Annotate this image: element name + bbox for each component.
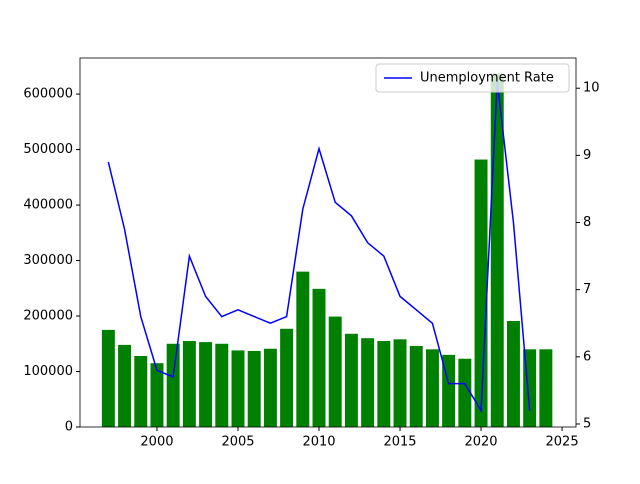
y-tick-label: 300000 xyxy=(23,253,73,268)
x-tick-label: 2010 xyxy=(302,435,335,450)
y2-tick-label: 8 xyxy=(583,215,591,230)
line xyxy=(107,81,531,414)
bar xyxy=(296,271,310,427)
y2-tick-label: 7 xyxy=(583,282,591,297)
bar xyxy=(361,338,375,427)
y2-tick-label: 10 xyxy=(583,81,600,96)
y-tick-label: 500000 xyxy=(23,142,73,157)
y-tick-label: 600000 xyxy=(23,87,73,102)
x-tick-label: 2020 xyxy=(464,435,497,450)
bar xyxy=(118,344,132,427)
y-tick-label: 0 xyxy=(65,420,73,435)
bar xyxy=(458,358,472,427)
y-tick-label: 100000 xyxy=(23,364,73,379)
bar xyxy=(506,321,520,427)
y-tick-label: 400000 xyxy=(23,198,73,213)
y2-tick-label: 9 xyxy=(583,148,591,163)
bar xyxy=(393,339,407,427)
x-tick-label: 2025 xyxy=(546,435,579,450)
bar xyxy=(409,345,423,427)
legend-label: Unemployment Rate xyxy=(420,71,554,86)
bar xyxy=(134,355,148,427)
x-tick-label: 2015 xyxy=(383,435,416,450)
bar xyxy=(231,350,245,427)
bar xyxy=(263,348,277,427)
y2-tick-label: 6 xyxy=(583,349,591,364)
bar xyxy=(539,349,553,427)
bar xyxy=(312,288,326,427)
bar xyxy=(101,329,115,427)
bar xyxy=(215,343,229,427)
bar xyxy=(328,316,342,427)
plot-frame xyxy=(79,57,577,428)
bar xyxy=(474,159,488,427)
legend-box xyxy=(375,63,570,93)
bar xyxy=(166,343,180,427)
bar xyxy=(182,340,196,427)
bar xyxy=(280,328,294,427)
bar xyxy=(425,349,439,427)
bar xyxy=(247,350,261,427)
y-tick-label: 200000 xyxy=(23,309,73,324)
bar xyxy=(150,363,164,427)
x-tick-label: 2000 xyxy=(140,435,173,450)
x-tick-label: 2005 xyxy=(221,435,254,450)
y2-tick-label: 5 xyxy=(583,416,591,431)
bar xyxy=(377,340,391,427)
bar xyxy=(199,342,213,427)
bar xyxy=(344,333,358,427)
